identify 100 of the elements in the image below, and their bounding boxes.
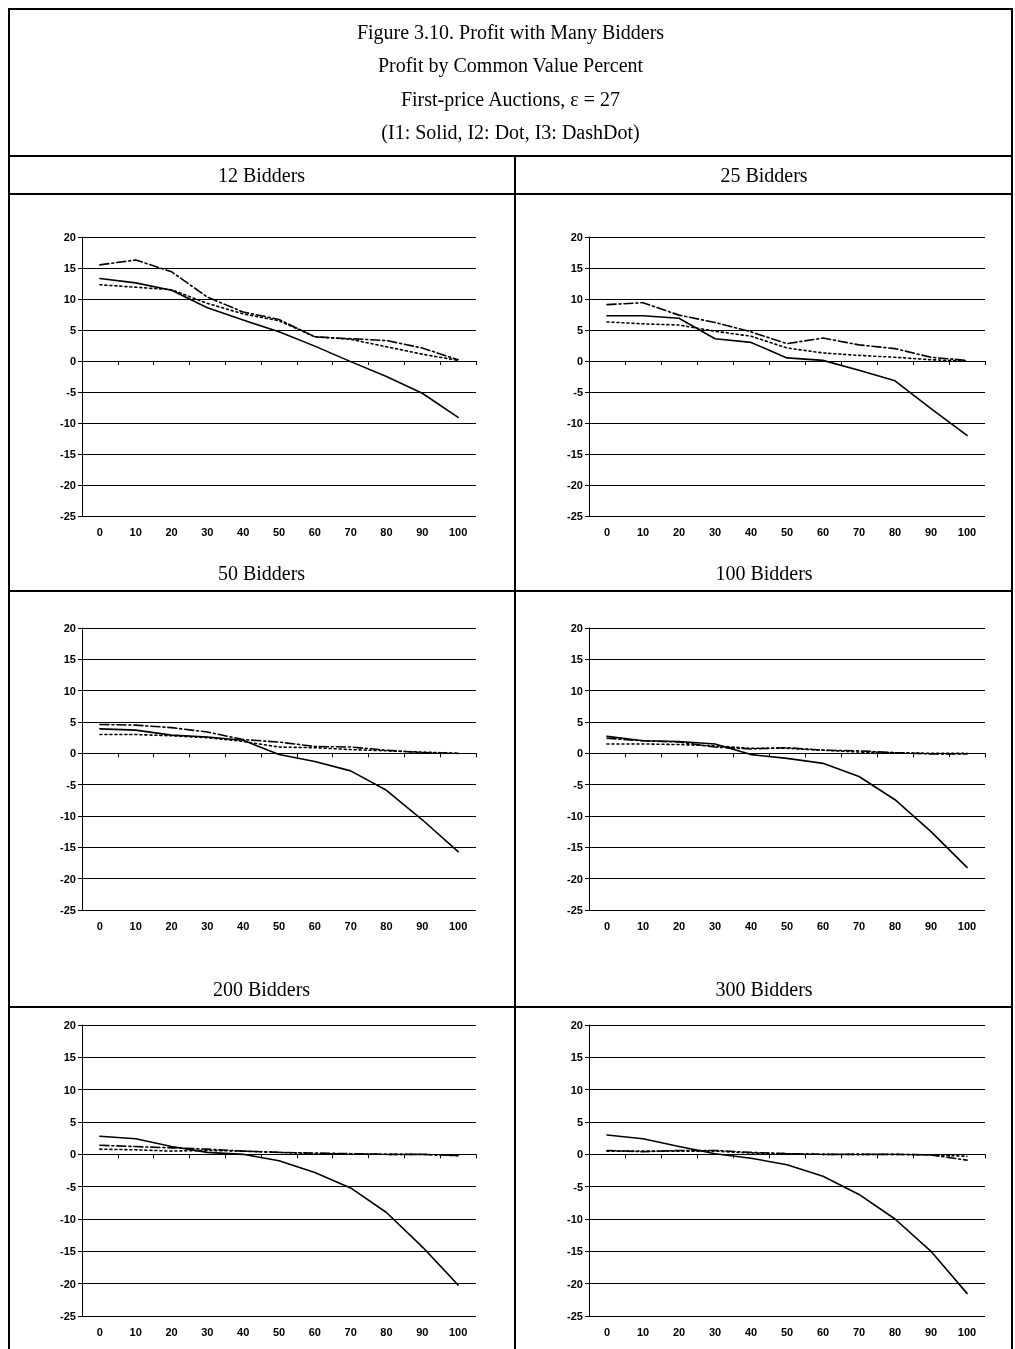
x-tick-label: 20 [672, 1325, 686, 1338]
x-tick-label: 100 [957, 1325, 977, 1338]
y-tick-label: -5 [66, 386, 76, 398]
y-tick-label: -5 [573, 386, 583, 398]
y-tick-label: -25 [60, 510, 76, 522]
y-tick-label: 15 [63, 1051, 76, 1064]
y-tick-label: 10 [63, 293, 76, 305]
x-tick-label: 0 [96, 919, 103, 932]
x-tick-label: 10 [129, 919, 142, 932]
y-tick-label: 10 [570, 1083, 583, 1096]
x-tick-label: 0 [603, 919, 611, 932]
x-tick-label: 40 [237, 919, 250, 932]
y-tick-label: -20 [567, 479, 583, 491]
y-tick-label: -5 [573, 1180, 583, 1193]
chart-title: 50 Bidders [8, 557, 515, 592]
x-tick-label: 20 [165, 1325, 178, 1338]
y-tick-label: -20 [567, 872, 583, 885]
y-tick-label: -5 [66, 1180, 76, 1193]
y-tick-label: -15 [60, 448, 76, 460]
x-tick-label: 70 [852, 525, 866, 538]
x-tick-label: 0 [96, 1325, 103, 1338]
y-tick-label: -10 [60, 417, 76, 429]
x-tick-label: 60 [816, 919, 830, 932]
x-tick-label: 80 [888, 525, 902, 538]
y-tick-label: -20 [567, 1277, 583, 1290]
y-tick-label: 15 [570, 1051, 583, 1064]
y-tick-label: -25 [567, 510, 583, 522]
y-tick-label: 0 [69, 747, 76, 760]
x-tick-label: 10 [636, 525, 650, 538]
y-tick-label: -10 [60, 1213, 76, 1225]
y-tick-label: 20 [570, 622, 583, 634]
y-tick-label: -20 [60, 1277, 76, 1290]
x-tick-label: 30 [201, 919, 214, 932]
y-tick-label: 5 [69, 1116, 76, 1128]
x-tick-label: 40 [237, 1325, 250, 1338]
y-tick-label: 5 [69, 324, 76, 336]
y-tick-label: 5 [576, 716, 583, 728]
x-tick-label: 80 [380, 525, 393, 538]
y-tick-label: 0 [576, 355, 583, 367]
y-tick-label: -15 [567, 841, 583, 854]
y-tick-label: 15 [570, 653, 583, 666]
text: First-price Auctions, ε = 27 [400, 87, 621, 111]
x-tick-label: 90 [416, 1325, 429, 1338]
x-tick-label: 30 [708, 525, 722, 538]
x-tick-label: 80 [888, 919, 902, 932]
x-tick-label: 60 [308, 919, 321, 932]
y-tick-label: -10 [567, 810, 583, 822]
y-tick-label: 15 [570, 262, 583, 274]
y-tick-label: 10 [570, 293, 583, 305]
chart-title: 100 Bidders [515, 557, 1013, 592]
x-tick-label: 100 [448, 525, 468, 538]
chart-title: 300 Bidders [515, 972, 1013, 1008]
x-tick-label: 50 [272, 919, 286, 932]
x-tick-label: 80 [380, 1325, 393, 1338]
x-tick-label: 20 [672, 919, 686, 932]
y-tick-label: -20 [60, 479, 76, 491]
y-tick-label: -10 [567, 417, 583, 429]
y-tick-label: 0 [69, 355, 76, 367]
y-tick-label: 5 [576, 1116, 583, 1128]
x-tick-label: 60 [308, 525, 321, 538]
x-tick-label: 10 [636, 1325, 650, 1338]
chart-title: 12 Bidders [8, 157, 515, 195]
x-tick-label: 40 [744, 525, 758, 538]
y-tick-label: 10 [570, 684, 583, 697]
x-tick-label: 10 [636, 919, 650, 932]
y-tick-label: 20 [63, 622, 76, 634]
x-tick-label: 90 [924, 919, 938, 932]
x-tick-label: 90 [924, 525, 938, 538]
x-tick-label: 20 [165, 919, 178, 932]
y-tick-label: -25 [60, 1310, 76, 1322]
y-tick-label: -20 [60, 872, 76, 885]
y-tick-label: -25 [567, 1310, 583, 1322]
x-tick-label: 80 [380, 919, 393, 932]
y-tick-label: 0 [576, 1148, 583, 1161]
x-tick-label: 60 [816, 1325, 830, 1338]
x-tick-label: 100 [957, 525, 977, 538]
x-tick-label: 90 [416, 525, 429, 538]
x-tick-label: 70 [344, 1325, 357, 1338]
x-tick-label: 10 [129, 1325, 142, 1338]
x-tick-label: 30 [201, 525, 214, 538]
x-tick-label: 40 [237, 525, 250, 538]
x-tick-label: 70 [344, 525, 357, 538]
y-tick-label: 15 [63, 653, 76, 666]
x-tick-label: 50 [780, 525, 794, 538]
x-tick-label: 60 [816, 525, 830, 538]
x-tick-label: 70 [852, 1325, 866, 1338]
y-tick-label: -25 [567, 904, 583, 916]
y-tick-label: -15 [60, 841, 76, 854]
y-tick-label: 20 [63, 1019, 76, 1031]
y-tick-label: -5 [66, 778, 76, 791]
y-tick-label: -10 [567, 1213, 583, 1225]
x-tick-label: 20 [165, 525, 178, 538]
chart-title: 25 Bidders [515, 157, 1013, 195]
y-tick-label: -15 [567, 448, 583, 460]
x-tick-label: 10 [129, 525, 142, 538]
y-tick-label: -10 [60, 810, 76, 822]
x-tick-label: 90 [416, 919, 429, 932]
x-tick-label: 50 [272, 525, 286, 538]
y-tick-label: 5 [576, 324, 583, 336]
x-tick-label: 30 [708, 919, 722, 932]
